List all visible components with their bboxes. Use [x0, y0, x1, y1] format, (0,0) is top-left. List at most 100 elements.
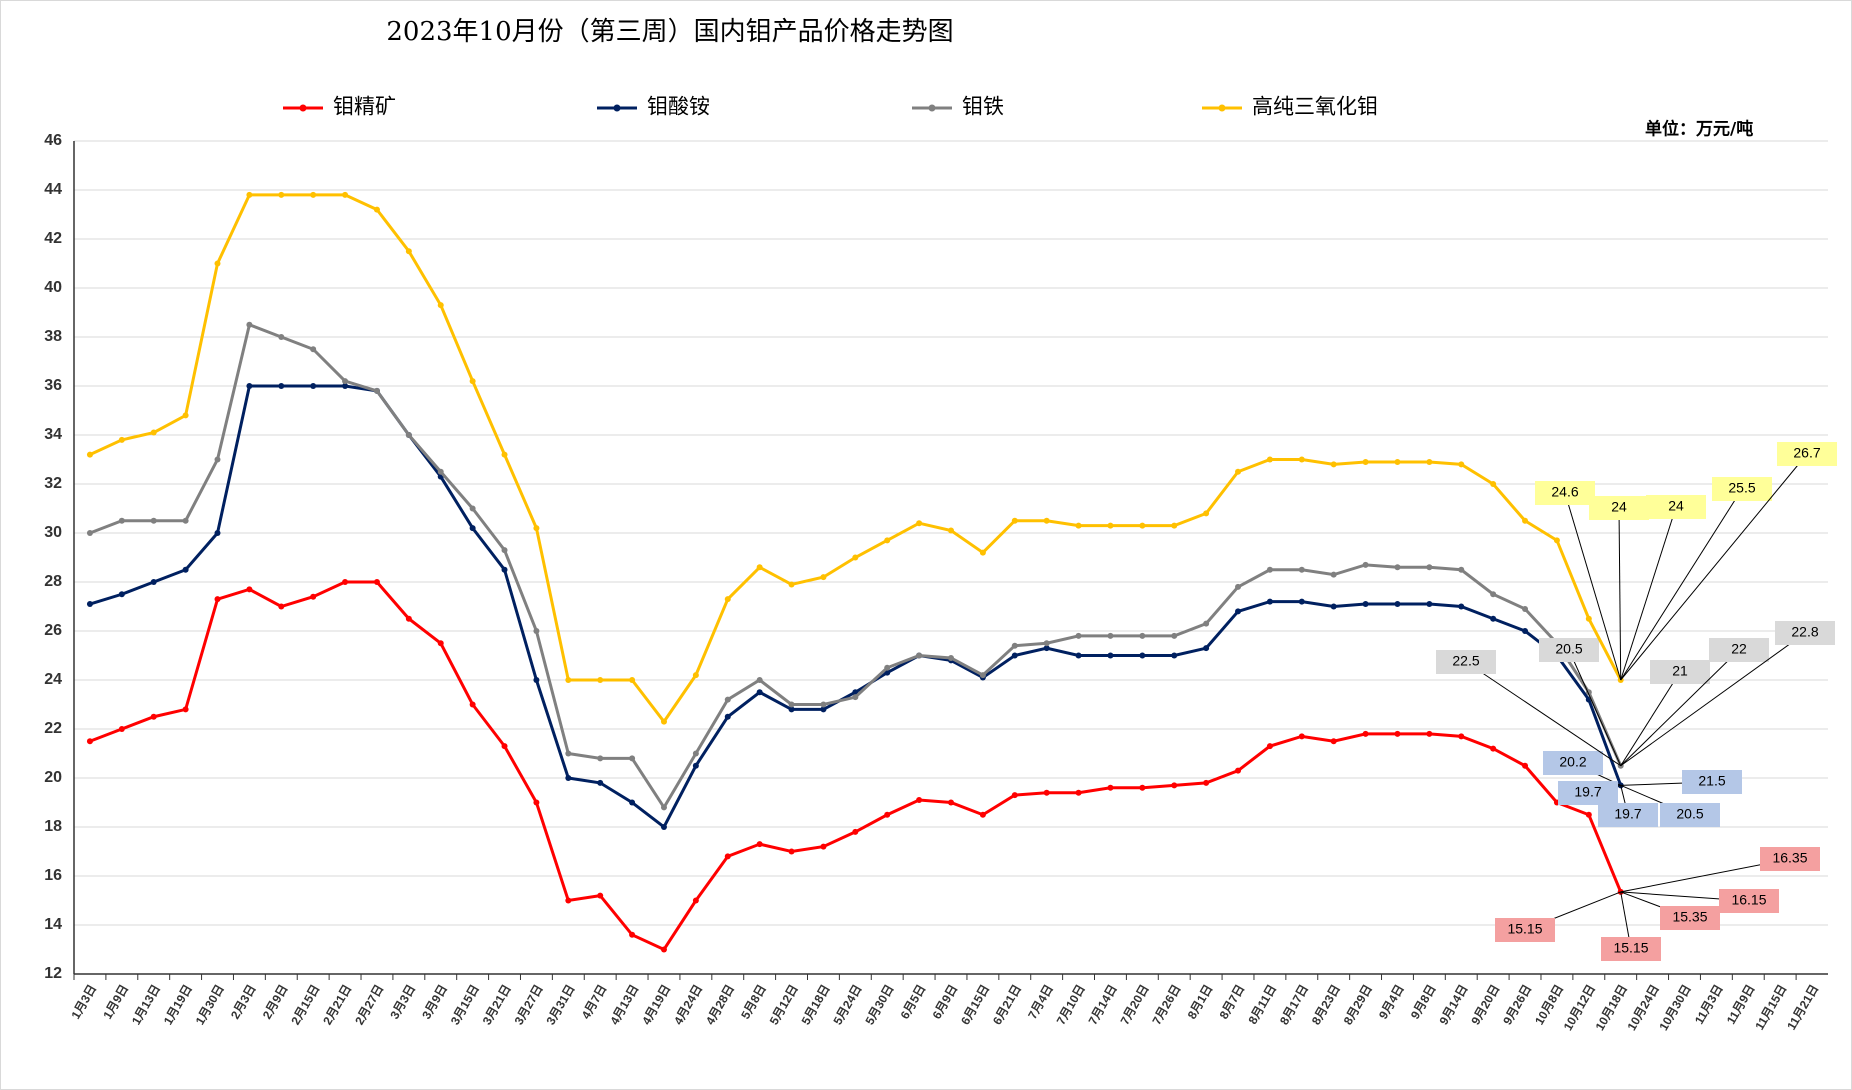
data-point [150, 713, 157, 720]
data-point [660, 946, 667, 953]
data-point [469, 378, 476, 385]
data-point [1266, 456, 1273, 463]
data-point [948, 654, 954, 661]
data-point [1107, 522, 1114, 529]
data-point [1298, 733, 1305, 740]
data-label: 15.15 [1507, 921, 1542, 937]
data-point [916, 652, 923, 659]
data-point [1330, 571, 1337, 578]
data-point [405, 248, 412, 255]
legend-marker [299, 104, 307, 112]
data-point [310, 593, 317, 600]
data-point [246, 586, 253, 593]
callout-box [1760, 847, 1820, 871]
y-tick-label: 30 [44, 524, 62, 541]
data-point [1553, 537, 1560, 544]
data-point [692, 672, 699, 679]
data-point [1011, 642, 1018, 649]
data-point [214, 456, 221, 463]
data-point [1585, 811, 1592, 818]
data-point [788, 581, 795, 588]
data-point [150, 517, 157, 524]
y-tick-label: 16 [44, 867, 62, 884]
data-point [1043, 645, 1050, 652]
data-point [533, 677, 540, 683]
data-point [501, 547, 508, 554]
data-point [1266, 743, 1273, 750]
data-label: 15.15 [1613, 940, 1648, 956]
data-point [820, 574, 827, 581]
data-point [1075, 522, 1082, 529]
callout-box [1539, 638, 1599, 662]
data-point [405, 432, 412, 438]
chart-title: 2023年10月份（第三周）国内钼产品价格走势图 [386, 17, 953, 47]
callout-box [1682, 770, 1742, 794]
data-point [533, 628, 540, 634]
data-point [660, 824, 667, 830]
data-point [1426, 730, 1433, 737]
data-point [1235, 767, 1242, 774]
callout-box [1650, 660, 1710, 684]
data-label: 20.5 [1555, 641, 1582, 657]
data-point [437, 640, 444, 647]
data-point [1107, 632, 1114, 639]
data-point [501, 566, 508, 573]
data-point [1011, 652, 1018, 659]
data-point [246, 321, 253, 328]
data-point [1394, 601, 1401, 608]
data-point [1490, 481, 1497, 487]
data-point [1139, 632, 1146, 639]
data-point [788, 701, 795, 708]
data-point [342, 579, 349, 585]
data-point [597, 677, 604, 683]
data-point [342, 383, 349, 389]
data-label: 21.5 [1698, 773, 1725, 789]
data-label: 22.5 [1452, 653, 1479, 669]
leader-line [1618, 507, 1622, 681]
unit-label: 单位：万元/吨 [1645, 119, 1753, 140]
data-point [1490, 615, 1497, 622]
data-point [1522, 628, 1529, 634]
data-point [756, 841, 763, 848]
data-point [979, 549, 986, 556]
data-point [1107, 784, 1114, 791]
data-point [1362, 561, 1369, 568]
data-point [1011, 517, 1018, 524]
data-point [1171, 632, 1178, 639]
data-point [884, 664, 891, 671]
data-point [278, 383, 285, 389]
data-point [1362, 730, 1369, 737]
data-point [533, 799, 540, 806]
callout-box [1598, 803, 1658, 827]
data-point [1235, 583, 1242, 590]
data-point [1298, 566, 1305, 573]
y-tick-label: 46 [44, 132, 62, 149]
data-point [724, 596, 731, 603]
data-label: 21 [1672, 663, 1688, 679]
data-point [820, 706, 827, 713]
data-point [1298, 456, 1305, 463]
data-point [1490, 591, 1497, 598]
data-label: 16.35 [1772, 850, 1807, 866]
data-point [629, 677, 636, 683]
data-point [565, 775, 572, 781]
data-point [405, 615, 412, 622]
data-point [1203, 510, 1210, 517]
data-point [533, 525, 540, 532]
data-point [1043, 640, 1050, 647]
data-label: 26.7 [1793, 445, 1820, 461]
data-point [86, 530, 93, 536]
y-tick-label: 26 [44, 622, 62, 639]
leader-line [1620, 453, 1808, 681]
callout-box [1660, 803, 1720, 827]
data-point [660, 804, 667, 811]
data-point [86, 451, 93, 458]
data-label: 15.35 [1672, 909, 1707, 925]
data-point [1522, 605, 1529, 612]
callout-box [1558, 781, 1618, 805]
leader-line [1568, 649, 1622, 766]
leader-line [1620, 506, 1677, 681]
data-point [1330, 738, 1337, 745]
data-point [342, 191, 349, 198]
callout-box [1719, 889, 1779, 913]
